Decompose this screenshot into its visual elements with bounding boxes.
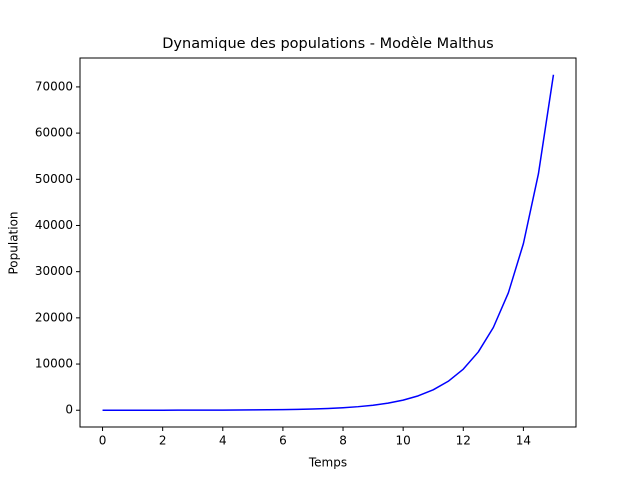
x-tick-label: 6	[279, 434, 287, 448]
chart-title: Dynamique des populations - Modèle Malth…	[162, 36, 493, 52]
x-tick-label: 0	[99, 434, 107, 448]
x-tick-label: 2	[159, 434, 167, 448]
x-tick-label: 8	[339, 434, 347, 448]
y-tick-label: 50000	[35, 172, 73, 186]
y-tick-label: 10000	[35, 357, 73, 371]
y-tick-label: 20000	[35, 310, 73, 324]
y-tick-label: 0	[65, 403, 73, 417]
y-axis-label: Population	[7, 211, 21, 274]
x-axis-label: Temps	[308, 456, 347, 470]
y-tick-label: 70000	[35, 79, 73, 93]
x-tick-label: 12	[456, 434, 471, 448]
x-tick-label: 4	[219, 434, 227, 448]
x-tick-label: 10	[396, 434, 411, 448]
x-tick-label: 14	[516, 434, 531, 448]
y-tick-label: 30000	[35, 264, 73, 278]
y-tick-label: 40000	[35, 218, 73, 232]
plot-frame	[79, 57, 577, 428]
y-tick-label: 60000	[35, 126, 73, 140]
data-line	[102, 74, 555, 411]
